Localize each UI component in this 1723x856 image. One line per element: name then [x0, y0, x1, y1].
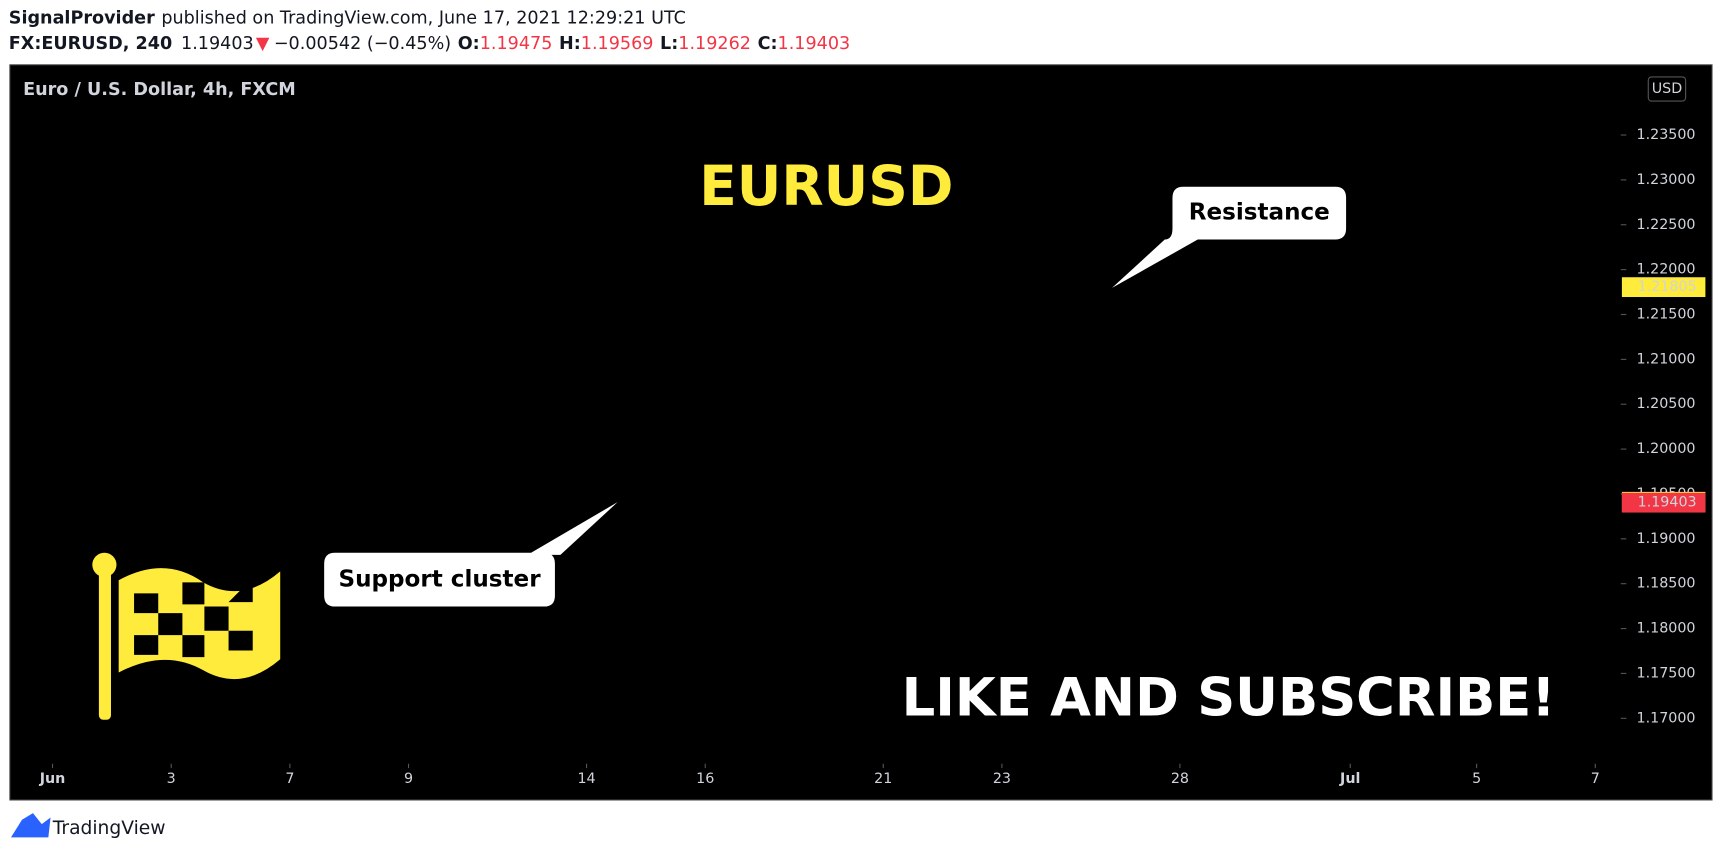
x-tick-label: Jun [39, 771, 66, 787]
o-label: O: [458, 34, 480, 54]
support-label: Support cluster [338, 567, 541, 593]
x-tick-label: 28 [1171, 771, 1189, 787]
change: −0.00542 (−0.45%) [274, 34, 451, 54]
c-label: C: [758, 34, 778, 54]
x-tick-label: 9 [404, 771, 413, 787]
author: SignalProvider [9, 9, 155, 29]
x-tick-label: 14 [577, 771, 595, 787]
y-tick-label: 1.22000 [1637, 262, 1696, 278]
close: 1.19403 [778, 34, 851, 54]
high: 1.19569 [581, 34, 654, 54]
low: 1.19262 [678, 34, 751, 54]
open: 1.19475 [480, 34, 553, 54]
chart-pane [9, 64, 1713, 801]
y-tick-label: 1.17000 [1637, 710, 1696, 726]
currency[interactable]: USD [1652, 81, 1682, 97]
flag-icon [92, 552, 281, 720]
resistance-label: Resistance [1189, 200, 1330, 226]
price-tag [1621, 277, 1706, 298]
headline: EURUSD [699, 154, 953, 218]
symbol: FX:EURUSD, 240 [9, 34, 172, 54]
y-tick-label: 1.23500 [1637, 127, 1696, 143]
y-tick-label: 1.20500 [1637, 396, 1696, 412]
y-tick-label: 1.20000 [1637, 441, 1696, 457]
y-tick-label: 1.17500 [1637, 665, 1696, 681]
header-line1: SignalProvider published on TradingView.c… [9, 9, 686, 29]
arrow: ▼ [256, 34, 270, 54]
l-label: L: [660, 34, 678, 54]
y-tick-label: 1.21500 [1637, 306, 1696, 322]
last: 1.19403 [181, 34, 254, 54]
resistance-callout [1112, 186, 1347, 288]
cta: LIKE AND SUBSCRIBE! [902, 668, 1556, 729]
price-tag [1621, 492, 1706, 513]
x-tick-label: 16 [696, 771, 714, 787]
y-tick-label: 1.18500 [1637, 576, 1696, 592]
footer-brand: TradingView [52, 818, 166, 839]
y-tick-label: 1.19000 [1637, 531, 1696, 547]
chart-title: Euro / U.S. Dollar, 4h, FXCM [23, 80, 296, 100]
support-callout [324, 502, 618, 607]
price-axis: 1.170001.175001.180001.185001.190001.195… [39, 127, 1706, 787]
x-tick-label: Jul [1339, 771, 1360, 787]
price-tag-label: 1.21805 [1638, 279, 1697, 295]
h-label: H: [559, 34, 581, 54]
currency-button[interactable] [1647, 76, 1687, 102]
y-tick-label: 1.23000 [1637, 172, 1696, 188]
x-tick-label: 23 [993, 771, 1011, 787]
y-tick-label: 1.21000 [1637, 351, 1696, 367]
header-line2: FX:EURUSD, 240 1.19403 ▼ −0.00542 (−0.45%) O… [9, 34, 850, 54]
x-tick-label: 5 [1472, 771, 1481, 787]
x-tick-label: 3 [167, 771, 176, 787]
published: published on TradingView.com, June 17, 2… [161, 9, 686, 29]
price-tag-label: 1.19403 [1638, 495, 1697, 511]
y-tick-label: 1.22500 [1637, 217, 1696, 233]
x-tick-label: 21 [874, 771, 892, 787]
tv-logo [10, 813, 51, 838]
x-tick-label: 7 [285, 771, 294, 787]
y-tick-label: 1.18000 [1637, 621, 1696, 637]
x-tick-label: 7 [1591, 771, 1600, 787]
